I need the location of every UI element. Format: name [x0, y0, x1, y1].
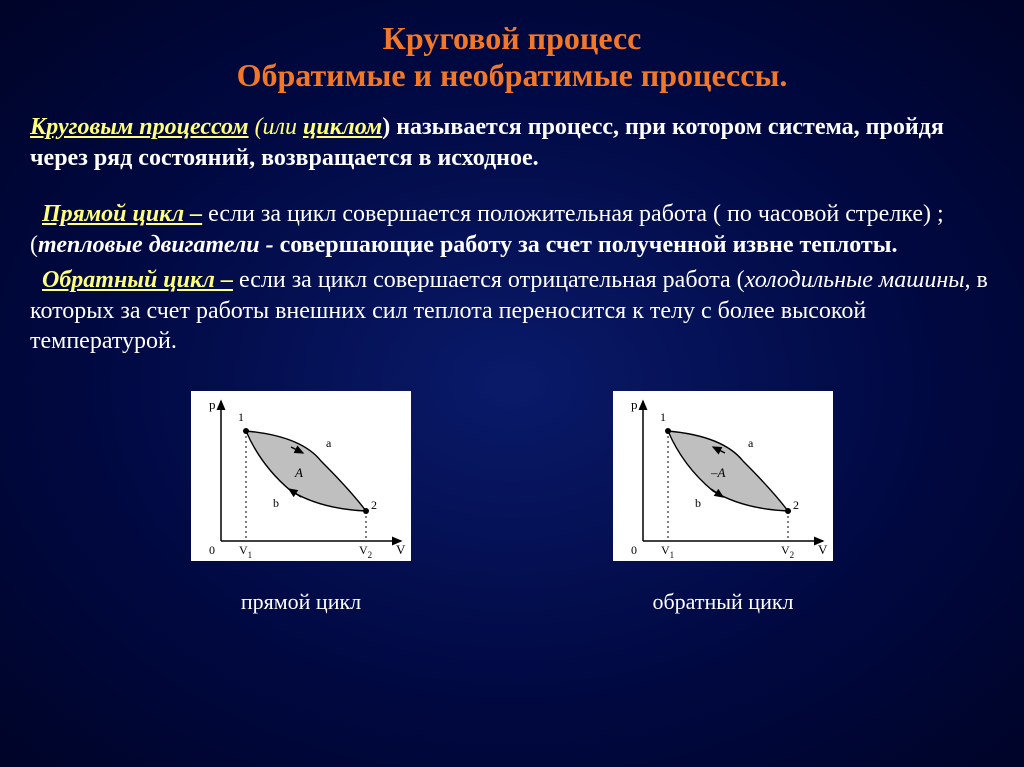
- term-direct-cycle: Прямой цикл –: [42, 201, 202, 227]
- direct-em: тепловые двигатели -: [38, 232, 280, 258]
- axis-v-label-2: V: [818, 542, 828, 557]
- area-label-direct: A: [294, 465, 303, 480]
- body-text: Круговым процессом (или циклом) называет…: [30, 112, 994, 357]
- axis-p-label-2: p: [631, 397, 638, 412]
- diagram-reverse-cycle: p V 0 1 2 a b –A V1 V2 обратный цикл: [613, 391, 833, 615]
- svg-text:V1: V1: [239, 543, 252, 560]
- area-label-reverse: –A: [710, 465, 726, 480]
- origin-label: 0: [209, 543, 215, 557]
- svg-text:V2: V2: [781, 543, 794, 560]
- axis-v-label: V: [396, 542, 406, 557]
- term-cycle: циклом: [303, 114, 382, 140]
- node-1-label: 1: [238, 410, 244, 424]
- diagram-direct-cycle: p V 0 1 2 a b A V1 V2 прямой цикл: [191, 391, 411, 615]
- path-b-label: b: [273, 496, 279, 510]
- caption-reverse: обратный цикл: [613, 589, 833, 615]
- node-1-label-2: 1: [660, 410, 666, 424]
- node-2-label-2: 2: [793, 498, 799, 512]
- node-2-label: 2: [371, 498, 377, 512]
- slide-title-line1: Круговой процесс: [30, 20, 994, 57]
- path-a-label: a: [326, 436, 332, 450]
- term-or: (или: [249, 114, 303, 140]
- path-b-label-2: b: [695, 496, 701, 510]
- axis-p-label: p: [209, 397, 216, 412]
- caption-direct: прямой цикл: [191, 589, 411, 615]
- origin-label-2: 0: [631, 543, 637, 557]
- reverse-em: холодильные машины,: [745, 267, 971, 293]
- direct-text-2: совершающие работу за счет полученной из…: [280, 232, 898, 258]
- svg-text:V2: V2: [359, 543, 372, 560]
- svg-text:V1: V1: [661, 543, 674, 560]
- path-a-label-2: a: [748, 436, 754, 450]
- reverse-text-1: если за цикл совершается отрицательная р…: [233, 267, 745, 293]
- slide-title-line2: Обратимые и необратимые процессы.: [30, 57, 994, 94]
- term-reverse-cycle: Обратный цикл –: [42, 267, 233, 293]
- term-circular-process: Круговым процессом: [30, 114, 249, 140]
